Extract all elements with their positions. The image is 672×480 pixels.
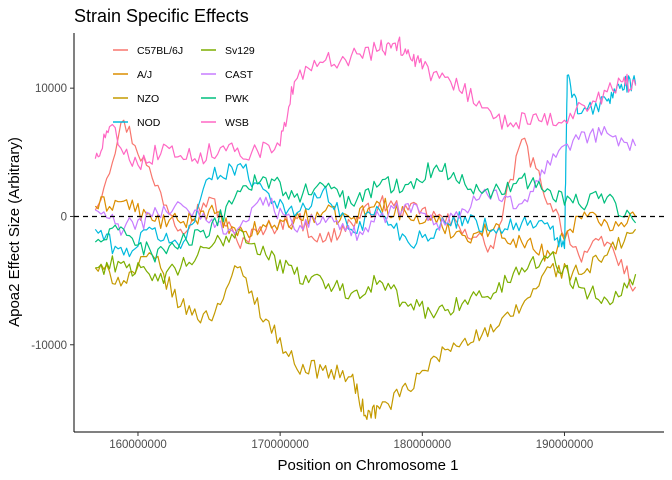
legend-label: PWK <box>225 93 249 105</box>
series-line-0 <box>94 119 637 292</box>
y-axis-title: Apoa2 Effect Size (Arbitrary) <box>6 137 23 327</box>
y-axis: -10000 0 10000 <box>31 33 75 432</box>
series-line-6 <box>94 162 637 263</box>
x-tick-label: 190000000 <box>536 439 594 451</box>
legend-label: Sv129 <box>225 45 255 57</box>
y-tick-label: -10000 <box>31 340 67 352</box>
y-tick-label: 0 <box>61 211 67 223</box>
legend-label: CAST <box>225 69 254 81</box>
series-line-2 <box>94 228 637 420</box>
series-line-4 <box>95 228 637 319</box>
x-axis: 160000000 170000000 180000000 190000000 <box>74 431 664 451</box>
legend-label: NOD <box>137 117 161 129</box>
legend-label: A/J <box>137 69 152 81</box>
series-line-5 <box>95 126 637 241</box>
x-tick-label: 160000000 <box>109 439 167 451</box>
series-line-7 <box>94 36 637 171</box>
x-axis-title: Position on Chromosome 1 <box>278 457 459 474</box>
series-line-3 <box>94 74 637 258</box>
legend: C57BL/6J A/J NZO NOD Sv129 CAST PWK WSB <box>113 45 255 129</box>
chart-title: Strain Specific Effects <box>74 6 249 26</box>
x-tick-label: 180000000 <box>394 439 452 451</box>
y-tick-label: 10000 <box>35 83 67 95</box>
legend-label: NZO <box>137 93 159 105</box>
legend-label: WSB <box>225 117 249 129</box>
legend-label: C57BL/6J <box>137 45 183 57</box>
x-tick-label: 170000000 <box>251 439 309 451</box>
plot-area <box>74 36 664 420</box>
